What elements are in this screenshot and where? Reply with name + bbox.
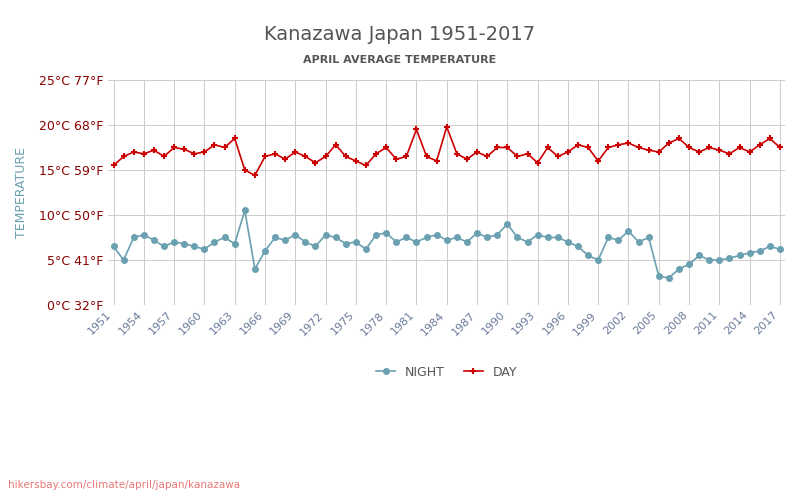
NIGHT	[190, 244, 199, 250]
Line: DAY: DAY	[110, 124, 783, 179]
DAY	[422, 154, 431, 160]
NIGHT	[159, 244, 169, 250]
DAY	[442, 124, 451, 130]
NIGHT	[734, 252, 744, 258]
DAY	[190, 151, 199, 157]
NIGHT	[109, 244, 118, 250]
NIGHT	[775, 246, 785, 252]
Text: Kanazawa Japan 1951-2017: Kanazawa Japan 1951-2017	[265, 25, 535, 44]
NIGHT	[240, 208, 250, 214]
DAY	[250, 172, 260, 178]
DAY	[734, 144, 744, 150]
DAY	[634, 144, 643, 150]
Text: hikersbay.com/climate/april/japan/kanazawa: hikersbay.com/climate/april/japan/kanaza…	[8, 480, 240, 490]
Line: NIGHT: NIGHT	[110, 208, 782, 281]
NIGHT	[624, 228, 634, 234]
DAY	[775, 144, 785, 150]
NIGHT	[664, 275, 674, 281]
DAY	[391, 156, 401, 162]
Legend: NIGHT, DAY: NIGHT, DAY	[371, 361, 522, 384]
DAY	[159, 154, 169, 160]
Text: APRIL AVERAGE TEMPERATURE: APRIL AVERAGE TEMPERATURE	[303, 55, 497, 65]
DAY	[109, 162, 118, 168]
NIGHT	[422, 234, 431, 240]
NIGHT	[391, 239, 401, 245]
Y-axis label: TEMPERATURE: TEMPERATURE	[15, 147, 28, 238]
